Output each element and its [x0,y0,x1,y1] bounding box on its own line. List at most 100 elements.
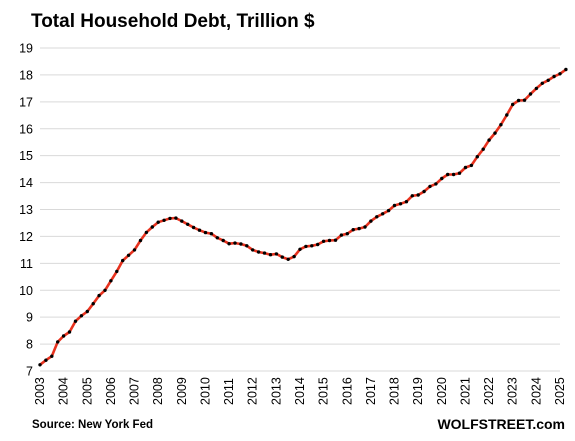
data-point [534,86,539,91]
data-point [528,92,533,96]
data-point [558,72,562,76]
x-tick-label: 2004 [57,377,71,405]
data-point [61,334,66,338]
x-tick-label: 2008 [151,377,165,405]
data-point [345,232,349,236]
x-tick-label: 2021 [458,377,472,405]
source-note: Source: New York Fed [32,419,153,431]
x-tick-label: 2022 [482,377,496,405]
x-tick-label: 2024 [529,377,543,405]
data-point [398,202,403,206]
data-point [245,244,249,248]
brand-logo-text: WOLFSTREET.com [437,416,565,432]
y-tick-label: 7 [26,365,33,379]
data-point [369,219,373,223]
y-tick-label: 16 [19,122,33,136]
data-point [386,208,391,213]
data-point [392,203,397,208]
data-point [256,250,261,254]
data-point [292,254,296,259]
data-point [286,257,290,261]
gridlines [40,47,560,372]
data-point [209,232,214,236]
series-total-household-debt [38,67,568,367]
data-point [540,81,544,86]
data-point [103,288,107,292]
data-point [511,102,515,107]
series-line [39,68,567,366]
data-point [251,248,255,252]
data-point [457,171,462,175]
data-point [262,251,267,255]
y-tick-label: 19 [19,42,33,56]
x-tick-label: 2011 [222,378,236,405]
y-tick-label: 10 [19,284,33,298]
data-point [91,302,95,306]
data-point [156,220,160,224]
y-axis-ticks: 7 8 9 10 11 12 13 14 15 16 17 18 19 [19,42,33,379]
data-point [180,219,184,223]
x-tick-label: 2025 [553,377,567,405]
data-point [546,78,550,83]
data-point [73,319,78,323]
data-point [475,155,479,159]
x-tick-label: 2013 [269,377,283,405]
data-point [298,247,302,251]
y-tick-label: 14 [19,176,33,190]
x-tick-label: 2017 [364,377,378,405]
data-point [56,340,60,344]
x-tick-label: 2006 [104,377,118,405]
x-tick-label: 2018 [388,377,402,405]
y-tick-label: 12 [19,230,33,244]
data-point [522,98,527,102]
x-tick-label: 2023 [506,377,520,405]
data-point [280,255,284,259]
x-tick-label: 2019 [411,377,425,405]
data-point [186,222,190,226]
data-point [381,212,385,216]
x-tick-label: 2007 [128,377,142,405]
data-point [404,200,409,204]
data-point [357,226,361,231]
data-point [333,238,338,242]
data-point [310,244,314,248]
data-point [239,242,243,246]
data-point [434,182,438,186]
data-point [339,233,344,237]
data-point [463,165,468,170]
data-point [85,309,90,314]
data-point [174,216,178,220]
x-tick-label: 2012 [246,377,260,405]
data-point [481,147,485,151]
data-point [150,225,154,229]
data-point [215,236,219,240]
y-tick-label: 15 [19,149,33,163]
data-point [50,354,54,358]
data-point [115,269,119,274]
data-point [410,194,414,198]
data-point [446,172,450,177]
data-point [203,230,208,235]
data-point [79,314,84,318]
data-point [274,252,279,256]
data-point [316,242,320,247]
data-point [227,242,231,246]
x-tick-label: 2015 [317,377,331,405]
data-point [67,330,72,334]
x-axis-ticks: 2003 2004 2005 2006 2007 2008 2009 2010 2011 2012… [33,377,567,405]
y-tick-label: 11 [20,257,33,271]
y-tick-label: 8 [26,338,33,352]
data-point [327,238,332,243]
data-point [564,67,568,72]
data-point [268,253,273,257]
data-point [493,131,497,135]
data-point [499,123,503,127]
data-point [487,138,491,142]
data-point [363,225,367,229]
data-point [44,358,48,362]
data-point [221,238,225,243]
data-point [38,363,42,367]
x-tick-label: 2014 [293,377,307,405]
data-point [416,193,420,197]
data-point [138,238,143,243]
